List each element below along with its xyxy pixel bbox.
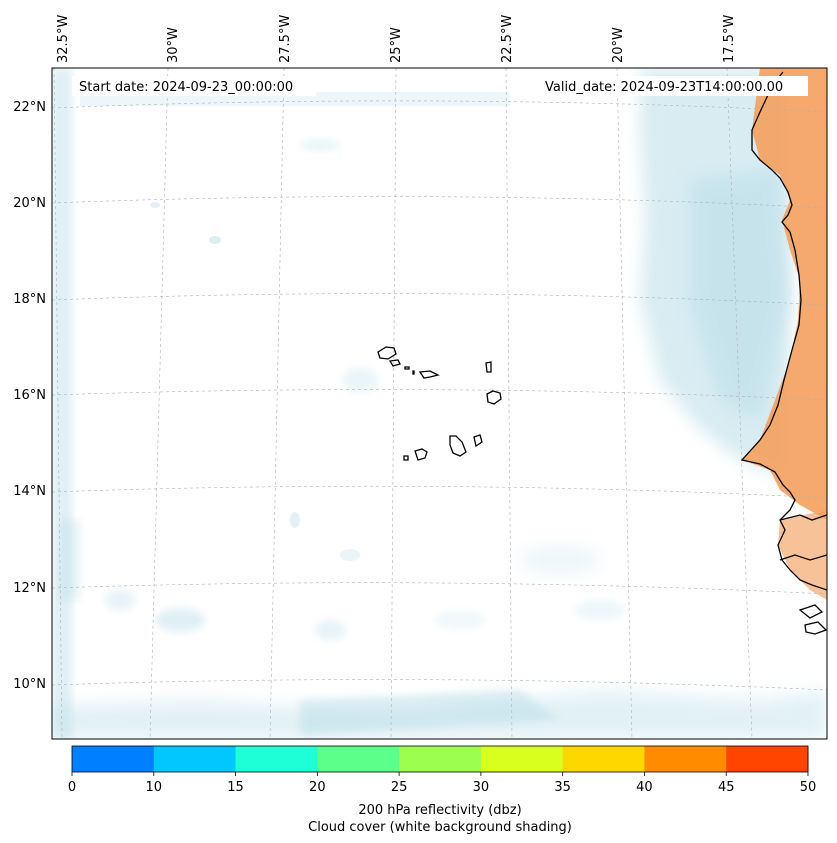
colorbar-swatch — [399, 746, 482, 772]
valid-date-box: Valid_date: 2024-09-23T14:00:00.00 — [538, 76, 808, 96]
colorbar-tick-label: 40 — [636, 780, 653, 795]
lon-label-20w: 20°W — [611, 27, 626, 63]
lat-label-18n: 18°N — [13, 292, 46, 307]
colorbar-swatch — [72, 746, 155, 772]
island-santa-luzia — [404, 366, 410, 370]
coastline — [740, 71, 827, 635]
colorbar-swatches — [72, 746, 809, 772]
map-frame — [51, 67, 828, 740]
colorbar-tick-label: 30 — [473, 780, 490, 795]
colorbar-swatch — [480, 746, 564, 772]
graticule — [52, 68, 827, 739]
lat-label-14n: 14°N — [13, 484, 46, 499]
map-content: Start date: 2024-09-23_00:00:00 Valid_da… — [52, 68, 827, 739]
valid-date-label: Valid_date: 2024-09-23T14:00:00.00 — [545, 80, 783, 95]
island-brava — [403, 455, 409, 461]
island-santo-antao — [377, 346, 397, 360]
colorbar-swatch — [644, 746, 727, 772]
colorbar-tick-label: 15 — [227, 780, 244, 795]
lat-label-20n: 20°N — [13, 196, 46, 211]
colorbar-tick-label: 25 — [391, 780, 408, 795]
lon-label-22-5w: 22.5°W — [500, 15, 515, 63]
lon-label-27-5w: 27.5°W — [278, 15, 293, 63]
colorbar-tick-label: 0 — [68, 780, 76, 795]
lon-label-32-5w: 32.5°W — [56, 15, 71, 63]
longitude-labels: 32.5°W 30°W 27.5°W 25°W 22.5°W 20°W 17.5… — [56, 15, 737, 63]
colorbar-swatch — [153, 746, 237, 772]
lon-label-17-5w: 17.5°W — [722, 15, 737, 63]
lat-label-16n: 16°N — [13, 388, 46, 403]
start-date-box: Start date: 2024-09-23_00:00:00 — [72, 76, 316, 96]
colorbar-swatch — [726, 746, 809, 772]
cape-verde-islands — [377, 346, 502, 461]
lon-label-25w: 25°W — [389, 27, 404, 63]
colorbar-swatch — [562, 746, 645, 772]
lon-label-30w: 30°W — [166, 27, 181, 63]
island-santiago — [449, 435, 467, 457]
colorbar-tick-label: 20 — [309, 780, 326, 795]
island-islet — [412, 370, 415, 375]
lat-label-22n: 22°N — [13, 100, 46, 115]
colorbar-tick-label: 35 — [554, 780, 571, 795]
colorbar-ticks: 0 10 15 20 25 30 35 40 45 50 — [68, 772, 816, 795]
start-date-label: Start date: 2024-09-23_00:00:00 — [79, 80, 293, 95]
island-fogo — [414, 448, 428, 461]
colorbar-label-cloud-cover: Cloud cover (white background shading) — [308, 820, 572, 835]
island-maio — [473, 434, 483, 448]
cloud-cover-shading — [52, 68, 827, 739]
colorbar-swatch — [317, 746, 400, 772]
colorbar-tick-label: 10 — [146, 780, 163, 795]
lat-label-12n: 12°N — [13, 581, 46, 596]
lat-label-10n: 10°N — [13, 677, 46, 692]
colorbar: 0 10 15 20 25 30 35 40 45 50 200 hPa reflectivity… — [68, 745, 816, 835]
colorbar-tick-label: 45 — [718, 780, 735, 795]
island-sao-vicente — [388, 359, 401, 367]
latitude-labels: 22°N 20°N 18°N 16°N 14°N 12°N 10°N — [13, 100, 46, 692]
island-sal — [485, 361, 492, 373]
reflectivity-land-shading — [742, 68, 827, 600]
colorbar-tick-label: 50 — [800, 780, 817, 795]
colorbar-label-reflectivity: 200 hPa reflectivity (dbz) — [358, 803, 521, 818]
colorbar-swatch — [235, 746, 318, 772]
island-boa-vista — [486, 390, 502, 405]
colorbar-frame — [71, 745, 809, 773]
island-sao-nicolau — [418, 370, 440, 379]
